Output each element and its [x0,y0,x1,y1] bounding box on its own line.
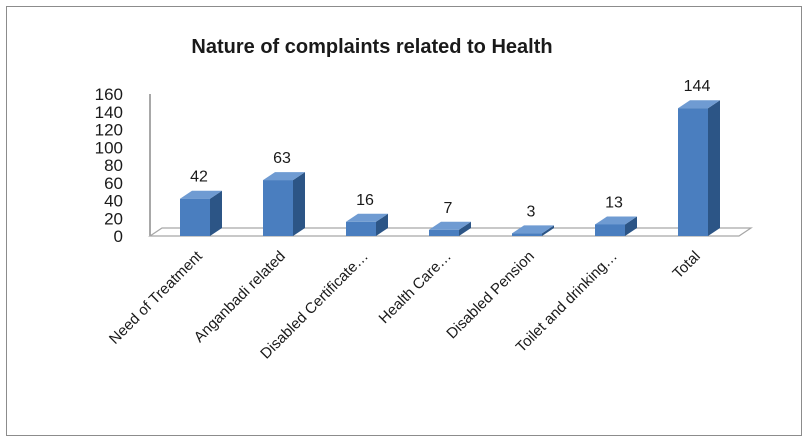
y-tick-label: 100 [95,138,123,157]
bar [512,225,554,236]
bar [180,190,222,236]
bar-side-face [625,216,637,236]
bar-side-face [708,100,720,236]
data-label: 42 [190,169,208,186]
y-tick-label: 40 [104,192,123,211]
y-tick-label: 20 [104,209,123,228]
data-label: 7 [444,200,453,217]
bar [263,172,305,236]
y-tick-label: 120 [95,121,123,140]
chart-title: Nature of complaints related to Health [191,36,552,58]
bar-side-face [210,190,222,236]
bar-top-face [678,100,720,109]
bar-side-face [459,221,471,236]
bar-top-face [512,225,554,234]
bar-top-face [595,216,637,225]
y-tick-label: 0 [114,227,123,246]
bar-top-face [263,172,305,181]
bar-front-face [180,198,210,236]
y-tick-label: 160 [95,85,123,104]
x-category-label: Disabled Pension [443,248,538,343]
bar-chart: Nature of complaints related to Health 0… [95,36,753,362]
bar-top-face [180,190,222,199]
y-tick-label: 140 [95,103,123,122]
bar-front-face [346,221,376,236]
x-category-label: Total [669,248,703,282]
data-label: 144 [684,78,711,95]
bar [346,213,388,236]
chart-frame: Nature of complaints related to Health 0… [6,6,802,436]
data-label: 13 [605,194,623,211]
bar-side-face [542,225,554,236]
bar [595,216,637,236]
bar-front-face [595,224,625,236]
data-label: 16 [356,192,374,209]
bar-front-face [512,233,542,236]
bar [678,100,720,236]
data-label: 63 [273,150,291,167]
bar [429,221,471,236]
bar-top-face [346,213,388,222]
data-label: 3 [527,203,536,220]
bar-top-face [429,221,471,230]
bar-side-face [293,172,305,236]
x-category-label: Anganbadi related [191,248,289,346]
y-tick-label: 80 [104,156,123,175]
data-label-layer: 42 63 16 7 3 13 144 [190,78,710,220]
bar-side-face [376,213,388,236]
y-tick-label: 60 [104,174,123,193]
x-category-label: Health Care… [376,248,455,327]
bar-front-face [678,108,708,236]
bar-front-face [263,180,293,236]
bar-front-face [429,229,459,236]
bar-layer [180,100,720,236]
